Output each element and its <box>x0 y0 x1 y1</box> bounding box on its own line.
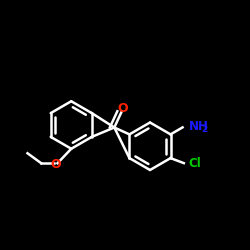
Text: NH: NH <box>189 120 209 133</box>
Text: Cl: Cl <box>188 158 201 170</box>
Text: O: O <box>118 102 128 115</box>
Text: O: O <box>50 158 61 171</box>
Text: 2: 2 <box>201 125 207 134</box>
